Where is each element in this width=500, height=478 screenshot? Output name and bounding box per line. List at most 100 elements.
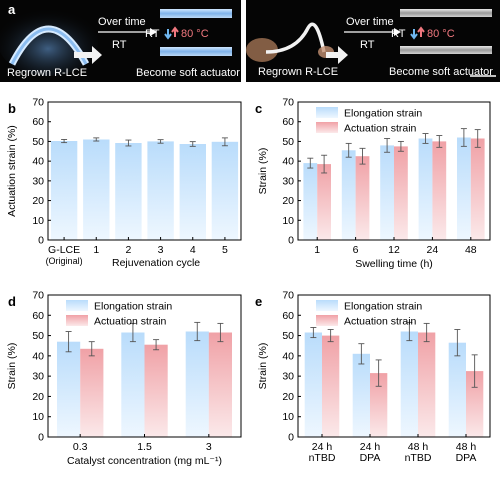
- x-tick-label-d: 3: [206, 441, 212, 453]
- y-tick-label-c: 70: [282, 97, 294, 109]
- legend-label-d: Elongation strain: [94, 301, 172, 313]
- x-axis-label-c: Swelling time (h): [355, 258, 433, 270]
- legend-swatch-e: [316, 300, 338, 311]
- y-tick-label-e: 0: [288, 432, 294, 444]
- y-tick-label-d: 60: [32, 310, 44, 322]
- bar-e-s1-0: [322, 335, 340, 437]
- bar-b-s0-2: [115, 143, 142, 240]
- x-tick-label-b: (Original): [46, 256, 83, 266]
- arch-strip-core: [10, 27, 88, 65]
- legend-swatch-c: [316, 122, 338, 133]
- bar-e-s1-2: [418, 332, 436, 437]
- bar-b-s0-4: [179, 144, 206, 240]
- bar-c-s1-4: [470, 138, 485, 240]
- strip-flat-bottom: [400, 46, 492, 54]
- y-axis-label-e: Strain (%): [257, 343, 269, 390]
- bar-c-s1-2: [394, 146, 408, 240]
- panel-letter-d: d: [8, 294, 16, 309]
- x-tick-label-c: 1: [314, 244, 320, 256]
- bar-e-s0-1: [352, 353, 370, 437]
- y-tick-label-b: 10: [32, 215, 44, 227]
- y-tick-label-d: 0: [38, 432, 44, 444]
- label-rt: RT: [360, 39, 375, 51]
- y-tick-label-c: 0: [288, 235, 294, 247]
- label-over-time: Over time: [98, 16, 146, 28]
- x-tick-label-e: DPA: [360, 452, 381, 464]
- legend-label-e: Actuation strain: [344, 316, 417, 328]
- bar-c-s0-3: [418, 138, 433, 240]
- y-tick-label-e: 20: [282, 391, 294, 403]
- bar-e-s0-0: [304, 332, 322, 437]
- bar-b-s0-3: [147, 141, 174, 240]
- bar-b-s0-0: [50, 141, 78, 240]
- bar-d-s0-1: [121, 332, 145, 437]
- x-tick-label-e: 48 h: [408, 441, 429, 453]
- photo-right-regrown-rlce: Over time RT RT 80 °C Regrown R-LCE Beco…: [246, 0, 500, 82]
- y-tick-label-c: 20: [282, 195, 294, 207]
- x-axis-label-b: Rejuvenation cycle: [112, 257, 200, 269]
- x-tick-label-b: 1: [93, 244, 99, 256]
- photo-left-illustration: [0, 8, 232, 76]
- y-tick-label-c: 40: [282, 156, 294, 168]
- arrow-down-blue-icon: [410, 29, 418, 40]
- bar-e-s0-3: [448, 342, 466, 437]
- bar-c-s0-1: [341, 150, 356, 240]
- bar-c-s0-0: [303, 163, 318, 240]
- y-tick-label-c: 50: [282, 136, 294, 148]
- arrow-up-red-icon: [417, 26, 425, 37]
- x-tick-label-c: 24: [427, 244, 439, 256]
- panel-letter-e: e: [255, 294, 262, 309]
- bar-b-s0-1: [83, 139, 110, 240]
- y-tick-label-d: 40: [32, 350, 44, 362]
- legend-label-e: Elongation strain: [344, 301, 422, 313]
- x-tick-label-e: 48 h: [456, 441, 477, 453]
- strip-flat-top: [400, 9, 492, 17]
- arrow-right-icon: [394, 28, 401, 36]
- bar-c-s1-1: [355, 156, 370, 240]
- x-tick-label-e: 24 h: [360, 441, 381, 453]
- caption-soft-actuator: Become soft actuator: [389, 66, 493, 78]
- x-tick-label-c: 48: [465, 244, 477, 256]
- y-axis-label-d: Strain (%): [6, 343, 18, 390]
- y-tick-label-e: 50: [282, 330, 294, 342]
- caption-regrown: Regrown R-LCE: [7, 67, 88, 79]
- big-arrow-icon: [74, 46, 102, 64]
- x-tick-label-d: 0.3: [73, 441, 88, 453]
- legend-swatch-d: [66, 315, 88, 326]
- bar-d-s0-0: [57, 341, 81, 437]
- x-tick-label-b: 3: [158, 244, 164, 256]
- caption-soft-actuator: Become soft actuator: [136, 67, 240, 79]
- x-tick-label-b: 4: [190, 244, 196, 256]
- x-tick-label-b: 2: [125, 244, 131, 256]
- hand-left: [246, 38, 278, 62]
- strip-flat-top: [160, 9, 232, 18]
- x-tick-label-c: 12: [388, 244, 400, 256]
- label-cycle-rt: RT: [145, 28, 160, 40]
- curved-strip: [265, 22, 326, 54]
- x-tick-label-b: 5: [222, 244, 228, 256]
- bar-d-s1-1: [144, 344, 168, 437]
- legend-swatch-c: [316, 107, 338, 118]
- bar-c-s1-0: [317, 164, 331, 240]
- bar-d-s1-0: [80, 348, 104, 437]
- arrow-right-icon: [150, 28, 157, 36]
- x-tick-label-e: DPA: [456, 452, 477, 464]
- y-tick-label-c: 10: [282, 215, 294, 227]
- bar-e-s0-2: [400, 331, 418, 437]
- bar-e-s1-3: [466, 371, 484, 437]
- panel-letter-b: b: [8, 101, 16, 116]
- axes-frame-b: [47, 101, 242, 241]
- label-cycle-temp: 80 °C: [181, 28, 209, 40]
- y-tick-label-c: 60: [282, 116, 294, 128]
- y-tick-label-e: 70: [282, 290, 294, 302]
- label-cycle-rt: RT: [391, 28, 406, 40]
- y-tick-label-d: 10: [32, 411, 44, 423]
- y-tick-label-b: 30: [32, 175, 44, 187]
- y-axis-label-b: Actuation strain (%): [6, 125, 18, 217]
- y-tick-label-d: 70: [32, 290, 44, 302]
- y-tick-label-d: 30: [32, 371, 44, 383]
- x-tick-label-c: 6: [353, 244, 359, 256]
- bar-e-s1-1: [370, 373, 388, 437]
- x-axis-label-d: Catalyst concentration (mg mL⁻¹): [67, 455, 222, 467]
